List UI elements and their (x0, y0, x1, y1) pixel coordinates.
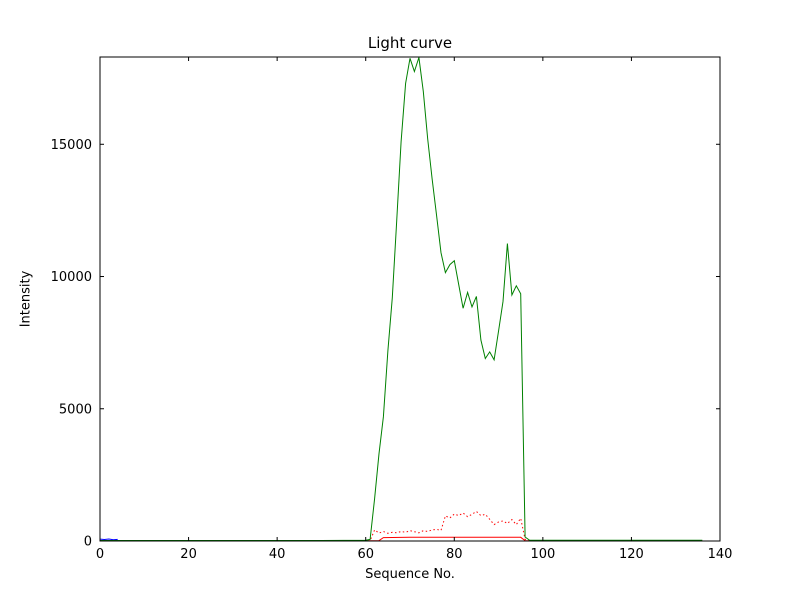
x-tick-label: 60 (357, 547, 374, 562)
x-axis-label: Sequence No. (365, 567, 455, 582)
y-axis-label: Intensity (18, 270, 34, 328)
y-tick-label: 10000 (51, 270, 92, 285)
x-tick-label: 20 (180, 547, 197, 562)
x-tick-label: 80 (446, 547, 463, 562)
x-tick-label: 140 (708, 547, 733, 562)
series-line-blue (100, 538, 118, 541)
axes-frame (99, 56, 721, 542)
x-tick-label: 0 (96, 547, 104, 562)
x-tick-label: 40 (269, 547, 286, 562)
series-line-red-dotted (100, 510, 703, 541)
plot-series (100, 57, 703, 541)
chart-title: Light curve (367, 34, 453, 52)
y-tick-label: 0 (84, 535, 92, 550)
x-tick-label: 100 (530, 547, 555, 562)
series-line-green (100, 57, 703, 541)
y-tick-label: 5000 (59, 402, 92, 417)
y-tick-label: 15000 (51, 138, 92, 153)
x-tick-label: 120 (619, 547, 644, 562)
